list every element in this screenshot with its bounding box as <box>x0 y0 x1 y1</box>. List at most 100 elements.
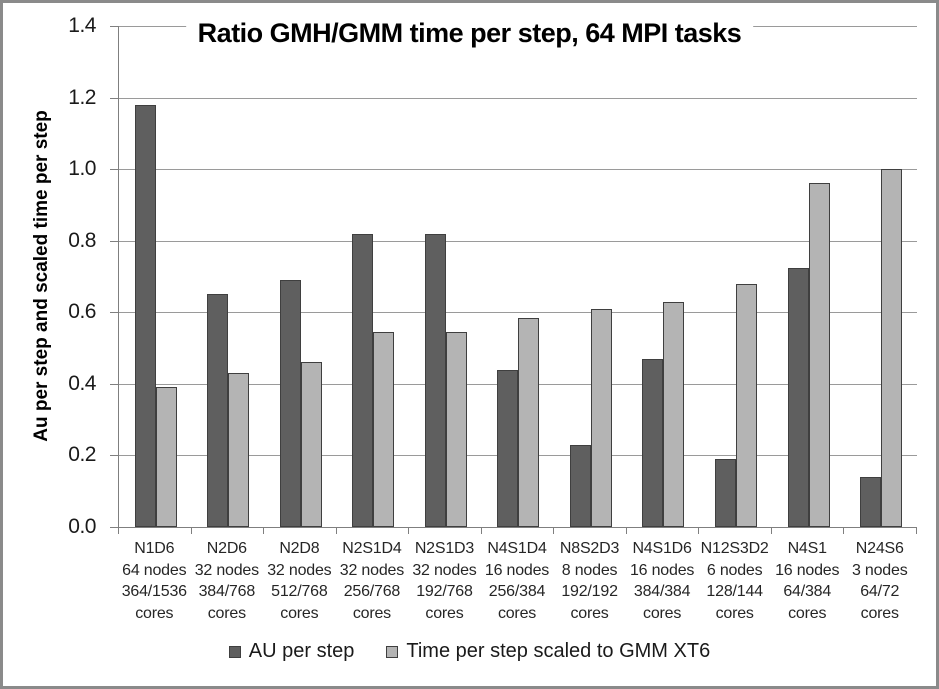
y-tick-label: 0.4 <box>68 371 96 395</box>
x-category-label-line: cores <box>643 604 682 622</box>
bar-time-per-step <box>590 308 612 527</box>
x-category-label-line: N4S1D6 <box>632 540 692 557</box>
x-category-label: N24S6 3 nodes 64/72 cores <box>843 538 916 624</box>
gridline <box>119 312 917 314</box>
bar-au-per-step <box>279 280 301 527</box>
x-tick <box>118 527 119 534</box>
x-category-label-line: cores <box>497 604 537 622</box>
y-tick-label: 1.2 <box>68 85 96 109</box>
x-category-label-line: 16 nodes <box>775 561 840 579</box>
bar-time-per-step <box>736 283 758 527</box>
x-category-label-line: 32 nodes <box>412 561 477 579</box>
y-tick <box>110 527 118 528</box>
x-category-label-line: 384/768 <box>198 583 256 600</box>
x-category-label-line: 32 nodes <box>267 561 332 579</box>
x-category-label-line: 192/768 <box>416 583 473 600</box>
bar-time-per-step <box>663 301 685 527</box>
x-tick <box>698 527 700 534</box>
x-category-label-line: N12S3D2 <box>700 540 769 557</box>
x-category-label: N2D8 32 nodes 512/768 cores <box>263 538 336 624</box>
y-tick <box>110 455 118 457</box>
x-category-label-line: 64/384 <box>783 583 832 600</box>
x-category-label-line: N2D8 <box>279 540 320 557</box>
x-category-label-line: 364/1536 <box>121 583 187 600</box>
x-tick <box>263 527 265 534</box>
x-tick <box>480 527 482 534</box>
x-category-label-line: cores <box>352 604 391 622</box>
x-category-label: N4S1D4 16 nodes 256/384 cores <box>481 538 554 624</box>
x-tick <box>335 527 337 534</box>
x-category-label-line: 64 nodes <box>122 561 187 579</box>
x-category-label-line: cores <box>788 604 827 622</box>
x-category-label-line: N2S1D4 <box>342 540 402 557</box>
x-category-label-line: cores <box>570 604 609 622</box>
chart-title: Ratio GMH/GMM time per step, 64 MPI task… <box>185 18 754 49</box>
x-category-label: N8S2D3 8 nodes 192/192 cores <box>553 538 626 624</box>
x-tick <box>916 527 917 534</box>
legend-label-time-per-step: Time per step scaled to GMM XT6 <box>406 640 711 662</box>
x-category-label-line: cores <box>425 604 464 622</box>
x-category-label-line: 256/768 <box>343 583 401 600</box>
x-category-label-line: N2D6 <box>206 540 247 557</box>
x-category-label-line: cores <box>860 604 899 622</box>
x-category-label-line: N4S1D4 <box>487 540 547 557</box>
gridline <box>119 97 917 99</box>
x-category-label-line: N8S2D3 <box>559 540 620 557</box>
legend-item-time-per-step: Time per step scaled to GMM XT6 <box>386 640 710 663</box>
x-category-label-line: 32 nodes <box>194 561 259 579</box>
bar-time-per-step <box>518 317 540 527</box>
x-category-label-line: N1D6 <box>134 540 175 557</box>
y-tick-label: 1.4 <box>68 14 96 37</box>
x-category-label-line: N2S1D3 <box>414 540 475 557</box>
bar-time-per-step <box>373 331 395 527</box>
x-category-label-line: 256/384 <box>488 583 546 600</box>
x-tick <box>408 527 410 534</box>
x-category-label-line: 3 nodes <box>851 561 908 579</box>
x-category-label: N2D6 32 nodes 384/768 cores <box>191 538 264 624</box>
x-category-label-line: cores <box>715 604 754 622</box>
x-category-label-line: 64/72 <box>860 583 900 600</box>
bar-au-per-step <box>860 476 882 527</box>
bar-au-per-step <box>787 267 809 527</box>
x-category-label-line: 128/144 <box>706 583 763 600</box>
bar-au-per-step <box>134 104 156 527</box>
y-tick-label: 0.0 <box>68 515 96 538</box>
x-category-label-line: cores <box>280 604 319 622</box>
y-tick-label: 0.8 <box>68 228 96 252</box>
legend-label-au-per-step: AU per step <box>248 640 355 662</box>
legend-swatch-au-per-step <box>228 645 241 658</box>
y-tick <box>110 97 118 99</box>
y-tick <box>110 312 118 314</box>
y-tick-label: 1.0 <box>68 157 96 181</box>
bar-au-per-step <box>642 358 664 527</box>
x-category-label: N1D6 64 nodes 364/1536 cores <box>118 538 191 624</box>
legend: AU per step Time per step scaled to GMM … <box>3 640 936 663</box>
x-tick <box>553 527 555 534</box>
x-category-label-line: cores <box>207 604 246 622</box>
x-category-label-line: 6 nodes <box>706 561 763 579</box>
bar-time-per-step <box>228 373 250 527</box>
y-tick-label: 0.2 <box>68 443 96 467</box>
bar-au-per-step <box>715 459 737 527</box>
x-category-label: N4S1D6 16 nodes 384/384 cores <box>626 538 699 624</box>
bar-time-per-step <box>300 362 322 527</box>
gridline <box>119 169 917 171</box>
y-tick <box>110 383 118 385</box>
x-tick <box>190 527 192 534</box>
bar-time-per-step <box>445 331 467 527</box>
x-category-label-line: 32 nodes <box>339 561 405 579</box>
bar-time-per-step <box>155 387 177 527</box>
x-tick <box>843 527 845 534</box>
bar-au-per-step <box>352 233 374 527</box>
y-tick-label: 0.6 <box>68 300 96 324</box>
x-category-label-line: 192/192 <box>561 583 618 600</box>
bar-au-per-step <box>424 233 446 527</box>
y-tick <box>110 169 118 171</box>
x-tick <box>770 527 772 534</box>
x-category-label-line: cores <box>135 604 174 622</box>
bar-au-per-step <box>569 444 591 527</box>
x-category-label: N2S1D3 32 nodes 192/768 cores <box>408 538 481 624</box>
legend-item-au-per-step: AU per step <box>228 640 355 663</box>
y-tick <box>110 240 118 242</box>
x-axis-labels: N1D6 64 nodes 364/1536 cores N2D6 32 nodes 384… <box>118 538 916 624</box>
